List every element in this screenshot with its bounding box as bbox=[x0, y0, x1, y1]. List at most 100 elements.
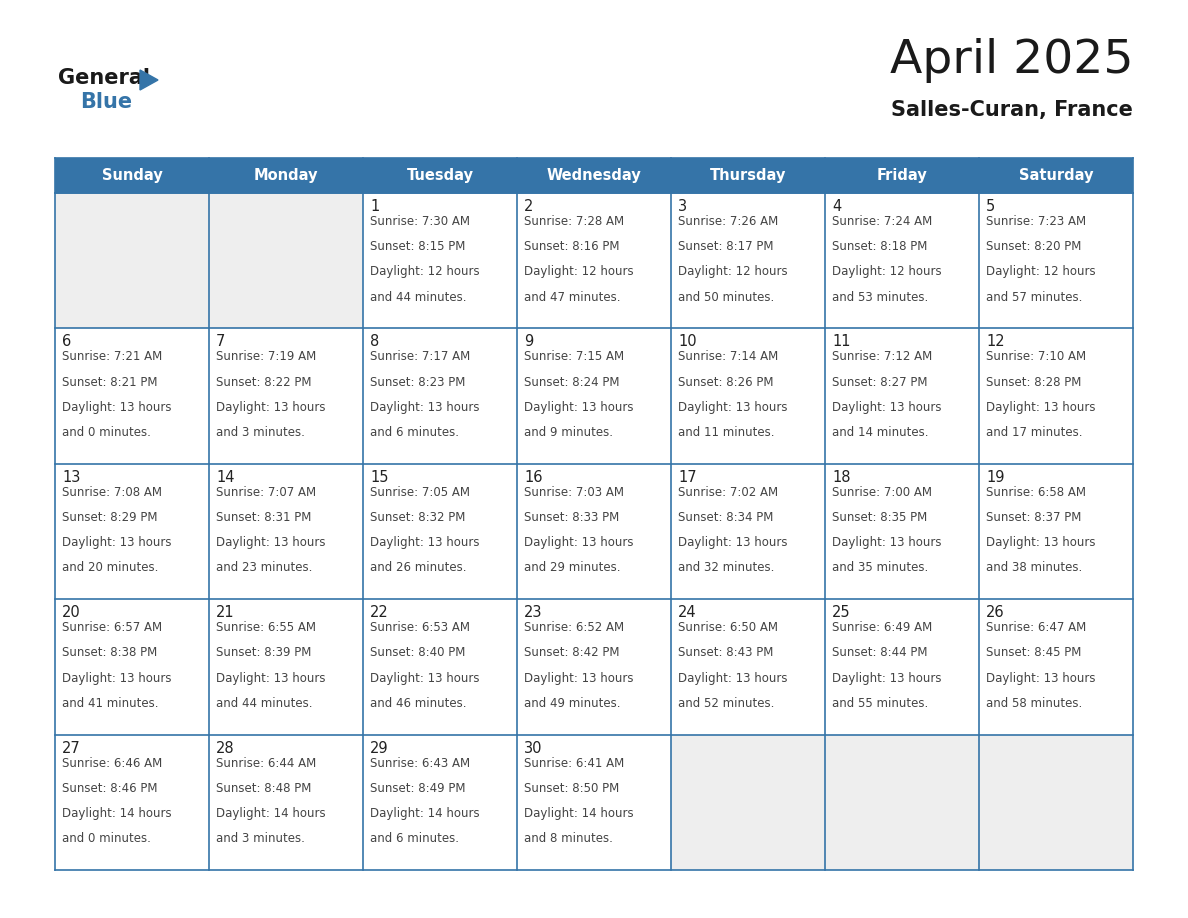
Text: and 20 minutes.: and 20 minutes. bbox=[62, 562, 158, 575]
Text: Friday: Friday bbox=[877, 168, 928, 183]
Text: Daylight: 12 hours: Daylight: 12 hours bbox=[832, 265, 942, 278]
Bar bbox=[209, 329, 364, 464]
Text: 19: 19 bbox=[986, 470, 1005, 485]
Text: Sunrise: 7:10 AM: Sunrise: 7:10 AM bbox=[986, 351, 1086, 364]
Bar bbox=[671, 329, 824, 464]
Text: 13: 13 bbox=[62, 470, 81, 485]
Text: Sunset: 8:48 PM: Sunset: 8:48 PM bbox=[216, 782, 311, 795]
Text: Daylight: 13 hours: Daylight: 13 hours bbox=[62, 536, 171, 549]
Text: Sunrise: 7:07 AM: Sunrise: 7:07 AM bbox=[216, 486, 316, 498]
Text: Sunrise: 7:05 AM: Sunrise: 7:05 AM bbox=[369, 486, 470, 498]
Text: Sunset: 8:43 PM: Sunset: 8:43 PM bbox=[678, 646, 773, 659]
Text: 1: 1 bbox=[369, 199, 379, 214]
Text: Daylight: 13 hours: Daylight: 13 hours bbox=[524, 401, 633, 414]
Text: 7: 7 bbox=[216, 334, 226, 350]
Bar bbox=[671, 158, 824, 193]
Text: April 2025: April 2025 bbox=[890, 38, 1133, 83]
Text: Sunrise: 7:24 AM: Sunrise: 7:24 AM bbox=[832, 215, 933, 228]
Text: Sunset: 8:28 PM: Sunset: 8:28 PM bbox=[986, 375, 1081, 388]
Text: 4: 4 bbox=[832, 199, 841, 214]
Text: 10: 10 bbox=[678, 334, 696, 350]
Text: and 38 minutes.: and 38 minutes. bbox=[986, 562, 1082, 575]
Text: Sunrise: 7:21 AM: Sunrise: 7:21 AM bbox=[62, 351, 163, 364]
Bar bbox=[517, 329, 671, 464]
Text: Sunrise: 7:14 AM: Sunrise: 7:14 AM bbox=[678, 351, 778, 364]
Text: 18: 18 bbox=[832, 470, 851, 485]
Text: Sunrise: 6:58 AM: Sunrise: 6:58 AM bbox=[986, 486, 1086, 498]
Text: Sunset: 8:15 PM: Sunset: 8:15 PM bbox=[369, 241, 466, 253]
Bar bbox=[979, 599, 1133, 734]
Text: Daylight: 13 hours: Daylight: 13 hours bbox=[832, 536, 942, 549]
Text: Monday: Monday bbox=[254, 168, 318, 183]
Text: 5: 5 bbox=[986, 199, 996, 214]
Bar bbox=[824, 734, 979, 870]
Text: Sunrise: 6:43 AM: Sunrise: 6:43 AM bbox=[369, 756, 470, 769]
Text: and 32 minutes.: and 32 minutes. bbox=[678, 562, 775, 575]
Bar bbox=[979, 464, 1133, 599]
Text: Sunrise: 6:57 AM: Sunrise: 6:57 AM bbox=[62, 621, 162, 634]
Text: Sunset: 8:17 PM: Sunset: 8:17 PM bbox=[678, 241, 773, 253]
Text: 2: 2 bbox=[524, 199, 533, 214]
Bar bbox=[55, 464, 209, 599]
Text: Sunrise: 7:15 AM: Sunrise: 7:15 AM bbox=[524, 351, 624, 364]
Bar bbox=[55, 599, 209, 734]
Bar bbox=[364, 734, 517, 870]
Text: Daylight: 13 hours: Daylight: 13 hours bbox=[216, 536, 326, 549]
Text: 21: 21 bbox=[216, 605, 234, 621]
Bar bbox=[209, 734, 364, 870]
Text: Sunrise: 6:44 AM: Sunrise: 6:44 AM bbox=[216, 756, 316, 769]
Bar bbox=[55, 158, 209, 193]
Text: Sunrise: 6:46 AM: Sunrise: 6:46 AM bbox=[62, 756, 163, 769]
Text: Daylight: 13 hours: Daylight: 13 hours bbox=[369, 401, 480, 414]
Text: 17: 17 bbox=[678, 470, 696, 485]
Bar bbox=[824, 193, 979, 329]
Text: 26: 26 bbox=[986, 605, 1005, 621]
Text: Sunrise: 6:49 AM: Sunrise: 6:49 AM bbox=[832, 621, 933, 634]
Bar bbox=[979, 734, 1133, 870]
Text: Sunrise: 7:02 AM: Sunrise: 7:02 AM bbox=[678, 486, 778, 498]
Bar bbox=[364, 329, 517, 464]
Text: Daylight: 13 hours: Daylight: 13 hours bbox=[832, 672, 942, 685]
Text: Sunset: 8:46 PM: Sunset: 8:46 PM bbox=[62, 782, 158, 795]
Text: and 52 minutes.: and 52 minutes. bbox=[678, 697, 775, 710]
Text: Blue: Blue bbox=[80, 92, 132, 112]
Text: Sunset: 8:18 PM: Sunset: 8:18 PM bbox=[832, 241, 928, 253]
Bar bbox=[517, 599, 671, 734]
Text: and 55 minutes.: and 55 minutes. bbox=[832, 697, 928, 710]
Text: Sunday: Sunday bbox=[102, 168, 163, 183]
Text: Tuesday: Tuesday bbox=[406, 168, 474, 183]
Text: Daylight: 14 hours: Daylight: 14 hours bbox=[216, 807, 326, 820]
Bar bbox=[824, 464, 979, 599]
Text: Sunset: 8:34 PM: Sunset: 8:34 PM bbox=[678, 511, 773, 524]
Text: Daylight: 13 hours: Daylight: 13 hours bbox=[524, 672, 633, 685]
Text: 9: 9 bbox=[524, 334, 533, 350]
Text: Daylight: 13 hours: Daylight: 13 hours bbox=[62, 401, 171, 414]
Bar bbox=[517, 734, 671, 870]
Text: and 46 minutes.: and 46 minutes. bbox=[369, 697, 467, 710]
Text: Daylight: 12 hours: Daylight: 12 hours bbox=[369, 265, 480, 278]
Text: Wednesday: Wednesday bbox=[546, 168, 642, 183]
Bar bbox=[979, 158, 1133, 193]
Text: 3: 3 bbox=[678, 199, 687, 214]
Text: Daylight: 13 hours: Daylight: 13 hours bbox=[986, 401, 1095, 414]
Text: Sunset: 8:44 PM: Sunset: 8:44 PM bbox=[832, 646, 928, 659]
Text: Daylight: 14 hours: Daylight: 14 hours bbox=[369, 807, 480, 820]
Text: Sunset: 8:27 PM: Sunset: 8:27 PM bbox=[832, 375, 928, 388]
Text: 6: 6 bbox=[62, 334, 71, 350]
Text: Daylight: 14 hours: Daylight: 14 hours bbox=[62, 807, 171, 820]
Text: 14: 14 bbox=[216, 470, 234, 485]
Text: Sunset: 8:38 PM: Sunset: 8:38 PM bbox=[62, 646, 157, 659]
Text: Sunrise: 6:50 AM: Sunrise: 6:50 AM bbox=[678, 621, 778, 634]
Text: Sunrise: 6:47 AM: Sunrise: 6:47 AM bbox=[986, 621, 1086, 634]
Text: and 50 minutes.: and 50 minutes. bbox=[678, 291, 775, 304]
Text: and 47 minutes.: and 47 minutes. bbox=[524, 291, 620, 304]
Text: Sunset: 8:42 PM: Sunset: 8:42 PM bbox=[524, 646, 619, 659]
Bar bbox=[824, 599, 979, 734]
Text: Daylight: 13 hours: Daylight: 13 hours bbox=[832, 401, 942, 414]
Bar bbox=[824, 158, 979, 193]
Bar bbox=[517, 193, 671, 329]
Text: 23: 23 bbox=[524, 605, 543, 621]
Text: 15: 15 bbox=[369, 470, 388, 485]
Text: and 6 minutes.: and 6 minutes. bbox=[369, 833, 459, 845]
Bar bbox=[671, 599, 824, 734]
